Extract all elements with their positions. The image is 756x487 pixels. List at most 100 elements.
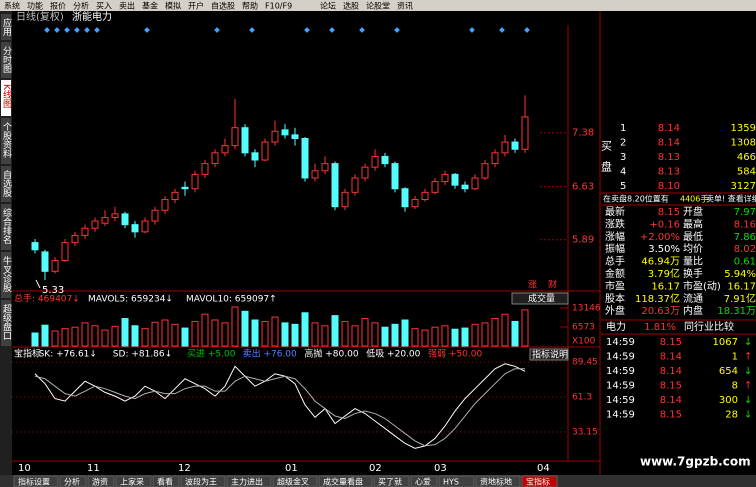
tab-label[interactable]: 心爱 xyxy=(415,478,431,487)
tab-label[interactable]: 游资 xyxy=(92,477,108,487)
tab-label[interactable]: 主力进出 xyxy=(231,477,263,487)
signal-diamond xyxy=(44,27,50,33)
order-price: 8.13 xyxy=(658,152,680,163)
tab[interactable] xyxy=(13,475,59,487)
candle-body xyxy=(341,191,349,208)
indicator-help[interactable] xyxy=(529,348,569,361)
side-tab-label[interactable]: 应用 xyxy=(1,17,12,37)
tick-time: 14:59 xyxy=(606,366,635,377)
side-tab-label[interactable]: 个股资料 xyxy=(1,122,12,159)
candle-body xyxy=(141,220,149,233)
menu-item[interactable]: 自选股 xyxy=(211,1,235,11)
tab[interactable] xyxy=(152,475,180,487)
tab-label[interactable]: 看看 xyxy=(157,478,173,487)
menu-item[interactable]: 帮助 xyxy=(242,1,258,11)
tab-label[interactable]: 超级金叉 xyxy=(277,477,309,487)
side-tab-label[interactable]: 超级盘口 xyxy=(1,303,12,340)
tab[interactable] xyxy=(180,475,226,487)
volume-bar xyxy=(421,329,429,347)
y-tick-label: 61.3 xyxy=(572,392,592,402)
tab[interactable] xyxy=(115,475,152,487)
candle-body xyxy=(431,181,439,193)
y-tick-label: 33.15 xyxy=(572,427,598,437)
stat-value: 0.61 xyxy=(734,257,756,268)
stat-value: 3.79亿 xyxy=(648,267,680,280)
sector-change: 1.81% xyxy=(644,322,676,333)
side-tab[interactable] xyxy=(1,252,11,298)
side-tab[interactable] xyxy=(1,300,11,346)
side-tab[interactable] xyxy=(1,166,11,202)
side-tab[interactable] xyxy=(1,80,11,116)
side-tab[interactable] xyxy=(1,118,11,164)
candle-body xyxy=(451,173,459,186)
volume-bar xyxy=(91,325,99,347)
volume-bar xyxy=(231,306,239,347)
candle-body xyxy=(221,145,229,154)
tick-price: 8.14 xyxy=(660,366,682,377)
tab[interactable] xyxy=(438,475,475,487)
menu-item[interactable]: 论坛 xyxy=(320,1,336,11)
tab-label[interactable]: 资地标地 xyxy=(480,477,512,487)
menu-item[interactable]: 买入 xyxy=(96,2,112,11)
tick-volume: 1 xyxy=(732,352,738,363)
x-tick-label: 01 xyxy=(285,463,298,474)
side-tab[interactable] xyxy=(1,42,11,78)
menu-item[interactable]: 开户 xyxy=(188,1,204,11)
tab[interactable] xyxy=(475,475,521,487)
menu-item[interactable]: 卖出 xyxy=(119,1,135,11)
tick-volume: 654 xyxy=(719,366,738,377)
tab-label[interactable]: 指标设置 xyxy=(18,477,50,487)
menu-item[interactable]: 论股堂 xyxy=(366,1,390,11)
tab-label[interactable]: 成交量看盘 xyxy=(323,477,363,487)
event-flag[interactable]: 涨 xyxy=(528,280,537,291)
tab[interactable] xyxy=(272,475,318,487)
menu-item[interactable]: 模拟 xyxy=(165,1,181,11)
stat-label: 内盘 xyxy=(683,304,703,317)
side-tab-label[interactable]: 综合排名 xyxy=(1,207,12,245)
sector-link[interactable]: 同行业比较 xyxy=(684,320,734,333)
side-tab-label[interactable]: 分时图 xyxy=(1,46,12,74)
menu-item[interactable]: 系统 xyxy=(4,1,20,11)
dropdown-label[interactable]: 成交量 xyxy=(528,293,555,305)
tab-label[interactable]: 买了就 xyxy=(378,477,402,487)
tab[interactable] xyxy=(318,475,373,487)
tab[interactable] xyxy=(226,475,272,487)
indicator-help-label[interactable]: 指标说明 xyxy=(532,349,568,361)
menu-item[interactable]: 功能 xyxy=(27,1,43,11)
tab-label[interactable]: 波段为王 xyxy=(185,477,217,487)
menu-item[interactable]: F10/F9 xyxy=(265,2,292,11)
side-tab-label[interactable]: 自选股 xyxy=(1,169,12,198)
menu-item[interactable]: 选股 xyxy=(343,1,359,11)
menu-item[interactable]: 资讯 xyxy=(397,1,413,11)
tab-label[interactable]: 分析 xyxy=(64,477,80,487)
x-tick-label: 03 xyxy=(434,463,447,474)
tab-label[interactable]: HYS xyxy=(443,478,459,487)
event-flag[interactable]: 财 xyxy=(548,279,557,291)
candle-body xyxy=(441,173,449,183)
candle-body xyxy=(191,173,199,190)
tick-arrow: ↓ xyxy=(744,410,752,421)
candle-body xyxy=(171,191,179,201)
menu-item[interactable]: 基金 xyxy=(142,1,158,11)
side-tab[interactable] xyxy=(1,204,11,250)
tab[interactable] xyxy=(373,475,410,487)
menu-item[interactable]: 报价 xyxy=(50,1,66,11)
stat-label: 外盘 xyxy=(605,304,625,317)
side-tab-label[interactable]: 牛叉诊股 xyxy=(1,255,12,293)
order-level: 4 xyxy=(620,167,626,178)
side-tab-label[interactable]: K线图 xyxy=(1,84,12,109)
tab-label[interactable]: 宝指标 xyxy=(526,477,550,487)
x-tick-label: 02 xyxy=(369,463,382,474)
dropdown[interactable] xyxy=(511,292,569,305)
side-tab[interactable] xyxy=(1,14,11,40)
notice-link[interactable]: 卖单! 查看详细 xyxy=(706,194,756,204)
volume-bar xyxy=(121,318,129,347)
tab[interactable] xyxy=(87,475,115,487)
tab-label[interactable]: 上家采 xyxy=(120,477,144,487)
menu-item[interactable]: 分析 xyxy=(73,1,89,11)
tab[interactable] xyxy=(521,475,558,487)
tab[interactable] xyxy=(59,475,87,487)
tab[interactable] xyxy=(410,475,438,487)
